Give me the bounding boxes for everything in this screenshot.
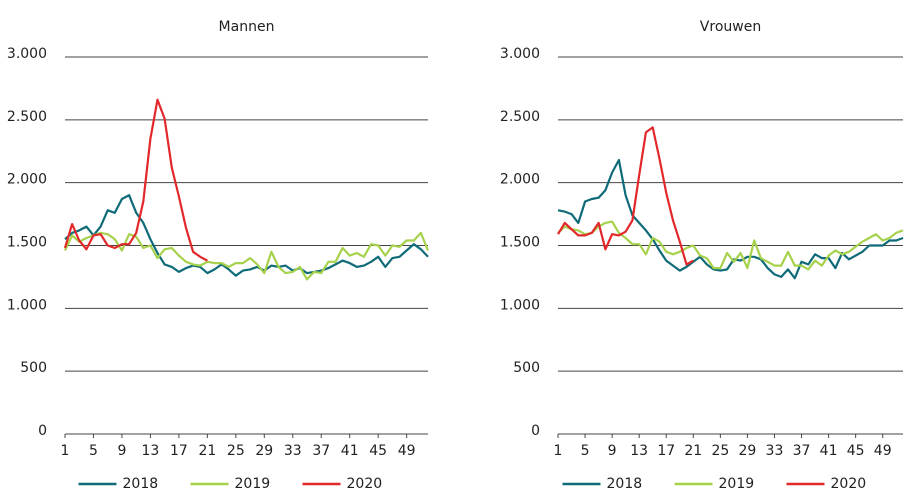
x-tick-label: 9 [608,443,617,459]
y-tick-label: 500 [20,360,47,376]
x-tick-label: 49 [874,443,892,459]
y-tick-label: 2.000 [500,172,540,188]
x-tick-label: 29 [738,443,756,459]
x-tick-label: 5 [581,443,590,459]
line-series [64,194,429,277]
x-tick-label: 1 [554,443,563,459]
x-tick-label: 21 [198,443,216,459]
line-series [63,98,208,262]
y-tick-label: 1.000 [500,297,540,313]
x-tick-label: 17 [170,443,188,459]
y-tick-label: 1.000 [7,297,47,313]
legend-label: 2018 [123,476,159,492]
legend-label: 2020 [347,476,383,492]
y-tick-label: 1.500 [7,235,47,251]
x-tick-label: 37 [312,443,330,459]
y-tick-label: 3.000 [7,46,47,62]
x-tick-label: 25 [227,443,245,459]
y-tick-label: 2.500 [7,109,47,125]
x-tick-label: 5 [89,443,98,459]
x-tick-label: 33 [766,443,784,459]
y-tick-label: 0 [531,423,540,439]
x-tick-label: 45 [369,443,387,459]
legend-label: 2020 [831,476,867,492]
x-tick-label: 21 [684,443,702,459]
legend-label: 2019 [719,476,755,492]
y-tick-label: 2.000 [7,172,47,188]
x-tick-label: 9 [117,443,126,459]
y-tick-label: 3.000 [500,46,540,62]
y-tick-label: 0 [38,423,47,439]
line-series [64,231,430,281]
line-series [557,158,904,280]
x-tick-label: 49 [398,443,416,459]
x-tick-label: 25 [711,443,729,459]
x-tick-label: 29 [255,443,273,459]
x-tick-label: 13 [630,443,648,459]
x-tick-label: 41 [820,443,838,459]
y-tick-label: 500 [513,360,540,376]
x-tick-label: 45 [847,443,865,459]
x-tick-label: 37 [793,443,811,459]
line-series [557,220,904,271]
x-tick-label: 17 [657,443,675,459]
chart-title: Mannen [219,19,275,35]
x-tick-label: 13 [141,443,159,459]
x-tick-label: 33 [284,443,302,459]
y-tick-label: 2.500 [500,109,540,125]
line-series [557,126,694,266]
x-tick-label: 41 [341,443,359,459]
y-tick-label: 1.500 [500,235,540,251]
x-tick-label: 1 [61,443,70,459]
legend-label: 2019 [235,476,271,492]
chart-title: Vrouwen [700,19,761,35]
legend-label: 2018 [607,476,643,492]
